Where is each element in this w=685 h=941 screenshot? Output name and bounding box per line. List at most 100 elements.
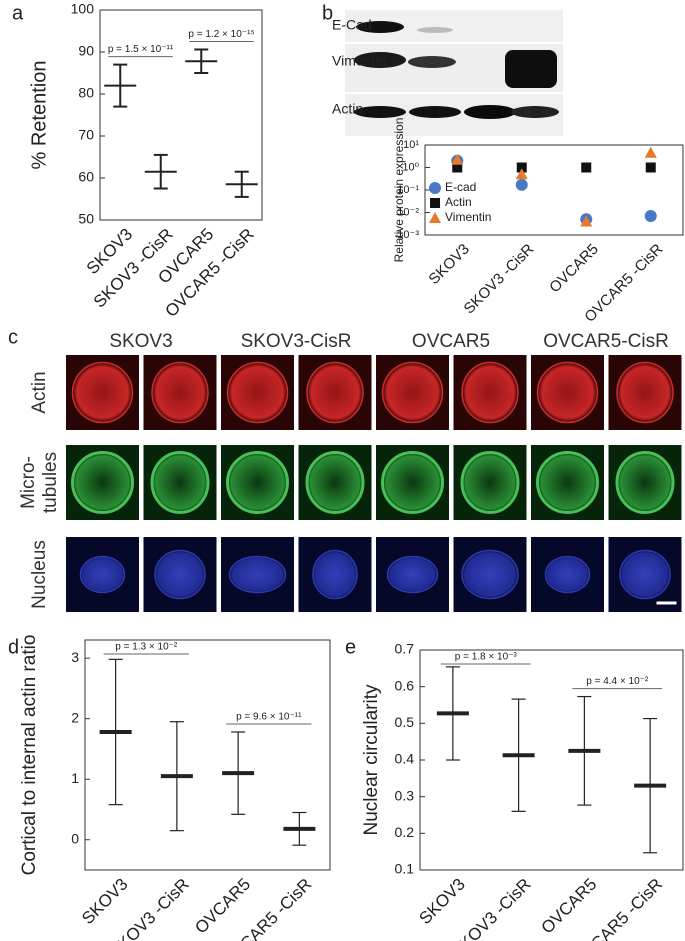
row-label: Nucleus: [29, 540, 50, 609]
marker: [516, 162, 527, 173]
blot-band: [408, 56, 456, 68]
cell: [305, 451, 365, 514]
y-tick-label: 0: [71, 830, 79, 846]
cell: [226, 451, 289, 514]
x-tick-label: OVCAR5: [546, 241, 602, 297]
y-tick-label: 0.3: [395, 787, 415, 803]
western-blot: E-Cad Vimentin Actin: [332, 10, 563, 136]
marker: [429, 212, 441, 223]
marker: [515, 178, 528, 191]
y-axis-label: Nuclear circularity: [361, 684, 382, 835]
cell: [460, 451, 520, 514]
blot-band: [409, 106, 461, 118]
plot-frame: [84, 639, 331, 871]
legend-marker: [429, 212, 441, 223]
y-tick-label: 0.1: [395, 861, 415, 877]
y-axis-label: % Retention: [28, 61, 50, 170]
y-axis-label: Relative protein expression: [392, 118, 406, 263]
blot-label: E-Cad: [332, 17, 372, 33]
y-tick-label: 1: [71, 770, 79, 786]
panel-label: c: [8, 326, 18, 348]
blot-band: [417, 27, 453, 33]
x-tick-label: SKOV3: [425, 241, 472, 288]
cell: [71, 361, 134, 424]
y-tick-label: 10⁻³: [397, 229, 419, 241]
cell: [544, 555, 591, 594]
y-axis-label: Cortical to internal actin ratio: [19, 635, 40, 876]
row-label: Actin: [29, 371, 50, 413]
y-tick-label: 0.6: [395, 677, 415, 693]
y-tick-label: 0.2: [395, 824, 415, 840]
row-label: Micro-: [18, 456, 39, 509]
blot-band: [511, 106, 559, 118]
y-tick-label: 0.5: [395, 714, 415, 730]
y-tick-label: 3: [71, 649, 79, 665]
y-tick-label: 80: [78, 85, 94, 101]
p-value: p = 1.5 × 10⁻¹¹: [108, 44, 174, 55]
panel-label: e: [345, 636, 356, 658]
legend-label: Actin: [445, 195, 472, 209]
marker: [644, 209, 657, 222]
x-tick-label: SKOV3: [78, 875, 132, 929]
cell: [306, 361, 364, 424]
x-tick-label: OVCAR5: [537, 875, 600, 938]
blot-label: Actin: [332, 101, 363, 117]
cell: [154, 549, 206, 600]
y-tick-label: 0.4: [395, 751, 415, 767]
legend-label: Vimentin: [445, 210, 491, 224]
cell: [79, 555, 126, 594]
y-tick-label: 2: [71, 709, 79, 725]
y-tick-label: 10⁻²: [397, 206, 419, 218]
row-label: tubules: [40, 452, 61, 513]
y-tick-label: 90: [78, 43, 94, 59]
panel-label: b: [322, 2, 333, 24]
column-header: SKOV3-CisR: [241, 331, 352, 352]
p-value: p = 1.8 × 10⁻³: [455, 652, 518, 663]
y-tick-label: 10⁻¹: [397, 184, 419, 196]
cell: [228, 555, 287, 594]
blot-label: Vimentin: [332, 53, 386, 69]
cell: [381, 361, 444, 424]
column-header: SKOV3: [109, 331, 172, 352]
cell: [150, 451, 210, 514]
cell: [71, 451, 134, 514]
plot-frame: [99, 9, 263, 221]
y-tick-label: 10¹: [403, 139, 419, 151]
legend-marker: [430, 198, 440, 208]
blot-band: [354, 52, 406, 68]
panel-label: a: [12, 2, 24, 24]
x-tick-label: SKOV3: [415, 875, 469, 929]
p-value: p = 4.4 × 10⁻²: [586, 676, 649, 687]
y-tick-label: 0.7: [395, 641, 415, 657]
cell: [461, 361, 519, 424]
marker: [430, 198, 440, 208]
blot-band: [356, 21, 404, 33]
blot-band: [354, 106, 406, 118]
marker: [451, 153, 464, 165]
cell: [386, 555, 439, 594]
p-value: p = 1.2 × 10⁻¹⁵: [188, 29, 254, 40]
cell: [616, 361, 674, 424]
marker: [452, 162, 463, 173]
cell: [381, 451, 444, 514]
marker: [429, 182, 441, 194]
y-tick-label: 10⁰: [402, 161, 419, 173]
cell: [619, 549, 671, 600]
panel-label: d: [8, 636, 19, 658]
y-tick-label: 70: [78, 127, 94, 143]
column-header: OVCAR5: [412, 331, 490, 352]
marker: [644, 146, 657, 158]
legend-marker: [429, 182, 441, 194]
marker: [645, 162, 656, 173]
cell: [461, 549, 519, 600]
y-tick-label: 100: [71, 1, 95, 17]
p-value: p = 1.3 × 10⁻²: [115, 642, 178, 653]
cell: [536, 451, 599, 514]
microscopy-grid: SKOV3 SKOV3-CisR OVCAR5 OVCAR5-CisR Actin Mic…: [18, 331, 682, 612]
cell: [226, 361, 289, 424]
marker: [580, 215, 593, 227]
column-header: OVCAR5-CisR: [543, 331, 669, 352]
cell: [312, 549, 358, 600]
legend-label: E-cad: [445, 180, 476, 194]
